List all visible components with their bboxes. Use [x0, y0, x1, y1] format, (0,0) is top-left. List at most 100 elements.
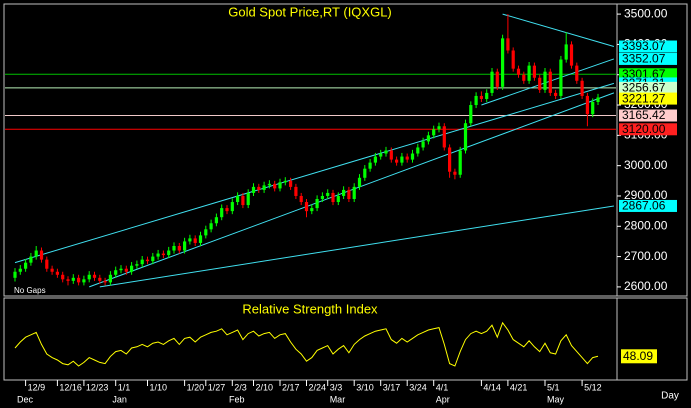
- candle-body: [527, 65, 531, 81]
- candle-body: [384, 150, 388, 154]
- candle-body: [77, 277, 81, 283]
- candle-body: [357, 177, 362, 187]
- candle-body: [320, 195, 324, 199]
- level-label: 3221.27: [622, 91, 666, 105]
- candle-body: [400, 156, 404, 163]
- candle-body: [564, 44, 568, 60]
- candle-body: [554, 92, 558, 96]
- level-label-box: [619, 81, 677, 94]
- rsi-axis-panel: [616, 297, 688, 381]
- level-label-box: [619, 52, 677, 65]
- candle-body: [453, 171, 457, 175]
- level-label: 3301.67: [622, 67, 666, 81]
- x-tick-label: 5/1: [547, 382, 560, 392]
- level-label-box: [619, 123, 677, 136]
- rsi-label-box: [621, 349, 657, 364]
- candle-body: [421, 141, 425, 148]
- candle-body: [119, 268, 123, 271]
- candle-body: [193, 238, 197, 243]
- y-tick-label: 2600.00: [624, 279, 668, 293]
- candle-body: [151, 256, 155, 262]
- candle-body: [230, 202, 234, 212]
- x-tick-label: 12/9: [28, 382, 46, 392]
- candle-body: [485, 92, 489, 99]
- candle-body: [575, 65, 579, 81]
- rsi-value-label: 48.09: [623, 349, 653, 363]
- y-tick-label: 2700.00: [624, 249, 668, 263]
- level-label: 2867.06: [622, 199, 666, 213]
- candle-body: [373, 156, 377, 163]
- x-tick-label: 3/17: [383, 382, 401, 392]
- candle-body: [98, 277, 102, 281]
- level-label-box: [619, 68, 677, 81]
- x-tick-label: 2/17: [282, 382, 300, 392]
- trend-line: [99, 205, 614, 288]
- candle-body: [495, 71, 499, 87]
- level-label: 3352.07: [622, 52, 666, 66]
- trend-line: [14, 82, 615, 264]
- candle-body: [108, 274, 112, 283]
- candle-body: [66, 279, 70, 281]
- candle-body: [267, 183, 271, 186]
- candle-body: [516, 68, 521, 75]
- candle-body: [225, 208, 229, 212]
- candle-body: [183, 241, 187, 251]
- candle-body: [214, 217, 218, 224]
- candle-body: [24, 262, 28, 269]
- candle-body: [241, 195, 245, 206]
- x-tick-label: 3/10: [356, 382, 374, 392]
- candle-body: [246, 192, 250, 206]
- y-tick-label: 3000.00: [624, 158, 668, 172]
- candle-body: [61, 274, 65, 280]
- candle-body: [220, 208, 224, 218]
- x-tick-label: 12/16: [59, 382, 82, 392]
- candle-body: [501, 38, 505, 87]
- candle-body: [347, 189, 351, 199]
- candle-body: [336, 195, 340, 203]
- candle-body: [167, 250, 171, 256]
- x-tick-label: 4/1: [436, 382, 449, 392]
- candle-body: [585, 95, 589, 115]
- candle-body: [204, 229, 208, 236]
- chart-title: Gold Spot Price,RT (IQXGL): [228, 4, 392, 19]
- candle-body: [363, 168, 367, 178]
- month-label: Dec: [17, 394, 34, 404]
- x-tick-label: 2/24: [309, 382, 327, 392]
- rsi-line: [14, 321, 599, 367]
- level-label-box: [619, 109, 677, 122]
- x-tick-label: 4/21: [510, 382, 528, 392]
- x-tick-label: 1/10: [150, 382, 168, 392]
- candle-body: [71, 277, 75, 281]
- candle-body: [410, 153, 415, 160]
- candle-body: [209, 223, 213, 230]
- candle-body: [474, 95, 478, 106]
- level-label: 3393.07: [622, 39, 666, 53]
- candle-body: [50, 268, 54, 272]
- candle-body: [432, 129, 436, 136]
- candle-body: [257, 186, 261, 190]
- candle-body: [511, 50, 515, 69]
- candle-body: [283, 180, 287, 183]
- candle-body: [299, 195, 303, 203]
- candle-body: [92, 274, 97, 278]
- candle-body: [262, 185, 266, 190]
- candle-body: [310, 208, 314, 212]
- candle-body: [278, 182, 282, 189]
- y-tick-label: 2900.00: [624, 188, 668, 202]
- month-label: Mar: [330, 394, 346, 404]
- candle-body: [140, 259, 144, 265]
- candle-body: [580, 80, 584, 96]
- y-tick-label: 2800.00: [624, 218, 668, 232]
- candle-body: [379, 153, 383, 157]
- candle-body: [463, 123, 468, 151]
- candle-body: [156, 253, 160, 257]
- candle-body: [490, 71, 494, 93]
- level-label: 3165.42: [622, 108, 666, 122]
- candle-body: [442, 126, 446, 148]
- candle-body: [172, 245, 176, 251]
- candle-body: [368, 162, 372, 169]
- candle-body: [416, 147, 420, 154]
- candle-body: [532, 65, 536, 78]
